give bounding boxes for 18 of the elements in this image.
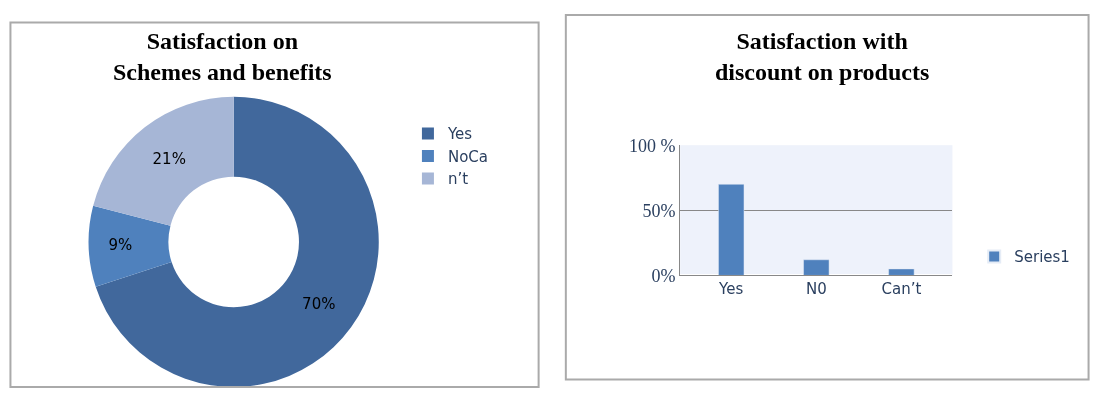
chart-title: Satisfaction with discount on products (715, 28, 930, 86)
legend-label: n’t (447, 170, 469, 189)
legend-label: Series1 (1014, 248, 1070, 267)
data-label: 21% (152, 149, 186, 168)
y-tick-label: 50% (642, 200, 676, 221)
x-tick-label: Can’t (881, 280, 922, 299)
data-label: 70% (302, 294, 336, 313)
donut-slice (88, 205, 172, 287)
chart-title: Satisfaction on Schemes and benefits (113, 28, 332, 86)
x-tick-label: N0 (805, 280, 827, 299)
data-label: 9% (108, 236, 133, 255)
legend-label: Yes (446, 125, 473, 144)
donut-slice (93, 96, 234, 226)
donut-slice (95, 96, 379, 387)
y-tick-label: 0% (651, 265, 676, 286)
x-tick-label: Yes (718, 280, 744, 299)
legend-label: NoCa (447, 147, 489, 166)
y-tick-label: 100 % (629, 135, 676, 156)
